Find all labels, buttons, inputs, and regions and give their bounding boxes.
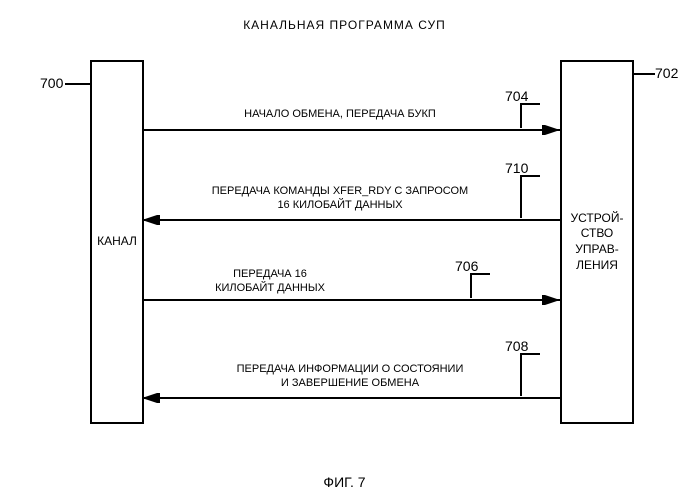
ref-700-leader <box>65 83 90 85</box>
ref-710-leader-h <box>520 175 540 177</box>
msg4-label: ПЕРЕДАЧА ИНФОРМАЦИИ О СОСТОЯНИИ И ЗАВЕРШ… <box>170 363 530 391</box>
msg2-arrow <box>142 215 560 225</box>
channel-box-label: КАНАЛ <box>97 234 137 250</box>
ref-700: 700 <box>40 75 63 91</box>
ref-708-leader <box>520 353 522 396</box>
channel-box: КАНАЛ <box>90 60 144 424</box>
ref-704: 704 <box>505 88 528 104</box>
ref-708: 708 <box>505 338 528 354</box>
ref-704-leader-h <box>520 103 540 105</box>
control-unit-box-label: УСТРОЙ- СТВО УПРАВ- ЛЕНИЯ <box>571 211 624 273</box>
msg3-arrow <box>142 295 560 305</box>
diagram-title: КАНАЛЬНАЯ ПРОГРАММА СУП <box>0 18 689 32</box>
ref-706: 706 <box>455 258 478 274</box>
msg4-arrow <box>142 393 560 403</box>
msg1-label: НАЧАЛО ОБМЕНА, ПЕРЕДАЧА БУКП <box>170 108 510 122</box>
msg2-label: ПЕРЕДАЧА КОМАНДЫ XFER_RDY С ЗАПРОСОМ 16 … <box>170 185 510 213</box>
ref-706-leader <box>470 273 472 298</box>
figure-caption: ФИГ. 7 <box>0 474 689 490</box>
ref-704-leader <box>520 103 522 128</box>
msg1-arrow <box>142 125 560 135</box>
ref-710-leader <box>520 175 522 218</box>
msg3-label: ПЕРЕДАЧА 16 КИЛОБАЙТ ДАННЫХ <box>170 268 370 296</box>
ref-708-leader-h <box>520 353 540 355</box>
control-unit-box: УСТРОЙ- СТВО УПРАВ- ЛЕНИЯ <box>560 60 634 424</box>
ref-702-leader <box>632 73 655 75</box>
diagram-page: КАНАЛЬНАЯ ПРОГРАММА СУП КАНАЛ 700 УСТРОЙ… <box>0 0 689 500</box>
ref-702: 702 <box>655 65 678 81</box>
ref-710: 710 <box>505 160 528 176</box>
ref-706-leader-h <box>470 273 490 275</box>
